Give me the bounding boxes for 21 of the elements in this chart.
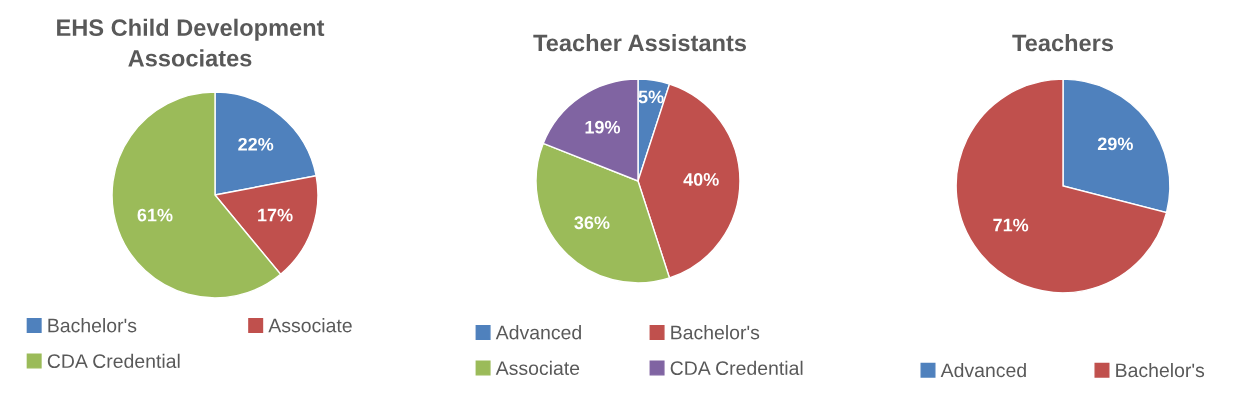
chart-title: Teachers [1012,34,1114,52]
data-label: 29% [1097,137,1133,151]
data-label: 17% [258,208,293,222]
legend-label: CDA Credential [670,360,803,376]
data-label: 40% [683,173,719,186]
legend-label: Bachelor's [671,325,760,340]
chart-title: EHS Child Development Associates [57,18,325,67]
legend-label: CDA Credential [47,353,180,369]
legend-label: Associate [495,360,580,376]
data-label: 22% [238,137,274,151]
legend-label: Advanced [495,325,581,340]
legend-label: Associate [268,318,352,333]
data-label: 71% [993,218,1029,232]
data-label: 36% [574,216,610,230]
data-label: 61% [137,208,173,222]
data-label: 19% [585,120,621,134]
legend-label: Bachelor's [48,318,137,333]
chart-title: Teacher Assistants [533,34,746,52]
pie-slice [955,78,1168,294]
legend-label: Bachelor's [1116,362,1205,378]
legend-label: Advanced [940,362,1026,378]
